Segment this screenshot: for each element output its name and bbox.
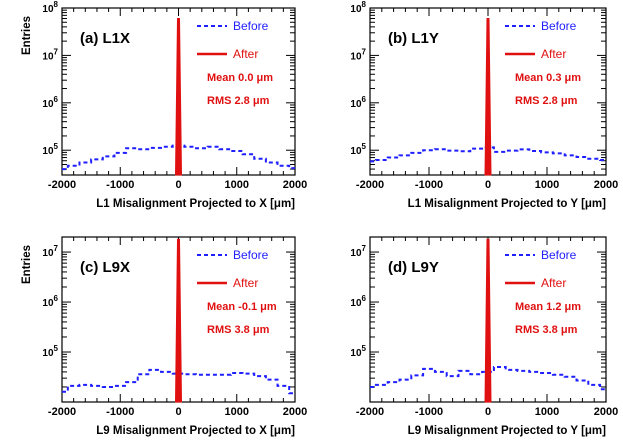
x-tick-label: -1000 (415, 406, 443, 418)
x-tick-label: 2000 (594, 406, 618, 418)
x-tick-label: 2000 (594, 179, 618, 191)
y-tick-exponent: 6 (362, 95, 367, 104)
stat-mean: Mean 1.2 μm (515, 301, 581, 313)
x-tick-label: 0 (485, 406, 491, 418)
stat-rms: RMS 3.8 μm (515, 324, 578, 336)
y-tick-base: 10 (42, 248, 54, 259)
x-axis-title: L9 Misalignment Projected to X [μm] (96, 425, 295, 437)
series-after-spike (484, 238, 492, 403)
y-tick-label: 106 (42, 294, 58, 309)
y-tick-label: 107 (42, 47, 58, 62)
y-tick-base: 10 (42, 4, 54, 15)
stat-rms: RMS 2.8 μm (207, 95, 270, 107)
y-axis-title: Entries (21, 16, 33, 55)
x-tick-label: 1000 (225, 179, 249, 191)
stat-rms: RMS 3.8 μm (207, 324, 270, 336)
x-tick-label: 2000 (283, 179, 307, 191)
y-tick-base: 10 (42, 51, 54, 62)
y-tick-base: 10 (350, 4, 362, 15)
x-tick-label: -1000 (415, 179, 443, 191)
y-tick-exponent: 8 (362, 0, 367, 9)
series-after-spike (484, 18, 492, 176)
y-tick-exponent: 7 (362, 47, 367, 56)
series-after-spike (174, 18, 183, 176)
series-after-spike (174, 238, 183, 403)
panel-title: (d) L9Y (388, 259, 439, 276)
y-axis-title: Entries (21, 245, 33, 284)
x-tick-label: 0 (175, 406, 181, 418)
y-tick-base: 10 (350, 51, 362, 62)
y-tick-exponent: 7 (54, 47, 59, 56)
y-tick-base: 10 (350, 348, 362, 359)
y-tick-exponent: 5 (54, 344, 59, 353)
x-tick-label: 0 (485, 179, 491, 191)
x-tick-label: 1000 (225, 406, 249, 418)
y-tick-label: 106 (350, 294, 366, 309)
y-tick-label: 105 (42, 344, 58, 359)
y-tick-exponent: 7 (54, 244, 59, 253)
y-tick-base: 10 (350, 146, 362, 157)
y-tick-exponent: 7 (362, 244, 367, 253)
stat-rms: RMS 2.8 μm (515, 95, 578, 107)
legend-after-label: After (233, 276, 258, 290)
y-tick-base: 10 (42, 348, 54, 359)
legend-after-label: After (541, 47, 566, 61)
y-tick-base: 10 (42, 146, 54, 157)
legend-before-label: Before (541, 19, 577, 33)
y-tick-base: 10 (42, 99, 54, 110)
x-tick-label: 0 (175, 179, 181, 191)
y-tick-exponent: 8 (54, 0, 59, 9)
y-tick-base: 10 (42, 298, 54, 309)
y-tick-label: 107 (42, 244, 58, 259)
x-tick-label: -2000 (48, 406, 76, 418)
legend-before-label: Before (233, 248, 269, 262)
y-tick-label: 106 (350, 95, 366, 110)
y-tick-exponent: 6 (54, 95, 59, 104)
y-tick-base: 10 (350, 248, 362, 259)
x-tick-label: 2000 (283, 406, 307, 418)
y-tick-exponent: 5 (362, 142, 367, 151)
y-tick-exponent: 5 (362, 344, 367, 353)
x-tick-label: -2000 (356, 179, 384, 191)
y-tick-exponent: 6 (54, 294, 59, 303)
x-axis-title: L1 Misalignment Projected to Y [μm] (408, 198, 606, 210)
x-tick-label: -2000 (356, 406, 384, 418)
x-tick-label: -1000 (106, 179, 134, 191)
panel-title: (b) L1Y (388, 30, 439, 47)
panel-title: (c) L9X (80, 259, 130, 276)
y-tick-exponent: 5 (54, 142, 59, 151)
y-tick-base: 10 (350, 298, 362, 309)
x-axis-title: L9 Misalignment Projected to Y [μm] (408, 425, 606, 437)
y-tick-label: 105 (350, 344, 366, 359)
x-tick-label: -1000 (106, 406, 134, 418)
y-tick-label: 107 (350, 244, 366, 259)
y-tick-label: 105 (42, 142, 58, 157)
x-tick-label: 1000 (535, 406, 559, 418)
stat-mean: Mean -0.1 μm (207, 301, 277, 313)
y-tick-exponent: 6 (362, 294, 367, 303)
legend-after-label: After (541, 276, 566, 290)
series-before-line (62, 368, 295, 395)
x-axis-title: L1 Misalignment Projected to X [μm] (96, 198, 295, 210)
y-tick-label: 108 (350, 0, 366, 15)
y-tick-label: 107 (350, 47, 366, 62)
stat-mean: Mean 0.0 μm (207, 72, 273, 84)
panel-title: (a) L1X (80, 30, 130, 47)
y-tick-label: 106 (42, 95, 58, 110)
x-tick-label: 1000 (535, 179, 559, 191)
x-tick-label: -2000 (48, 179, 76, 191)
stat-mean: Mean 0.3 μm (515, 72, 581, 84)
y-tick-base: 10 (350, 99, 362, 110)
legend-after-label: After (233, 47, 258, 61)
legend-before-label: Before (541, 248, 577, 262)
y-tick-label: 105 (350, 142, 366, 157)
y-tick-label: 108 (42, 0, 58, 15)
legend-before-label: Before (233, 19, 269, 33)
